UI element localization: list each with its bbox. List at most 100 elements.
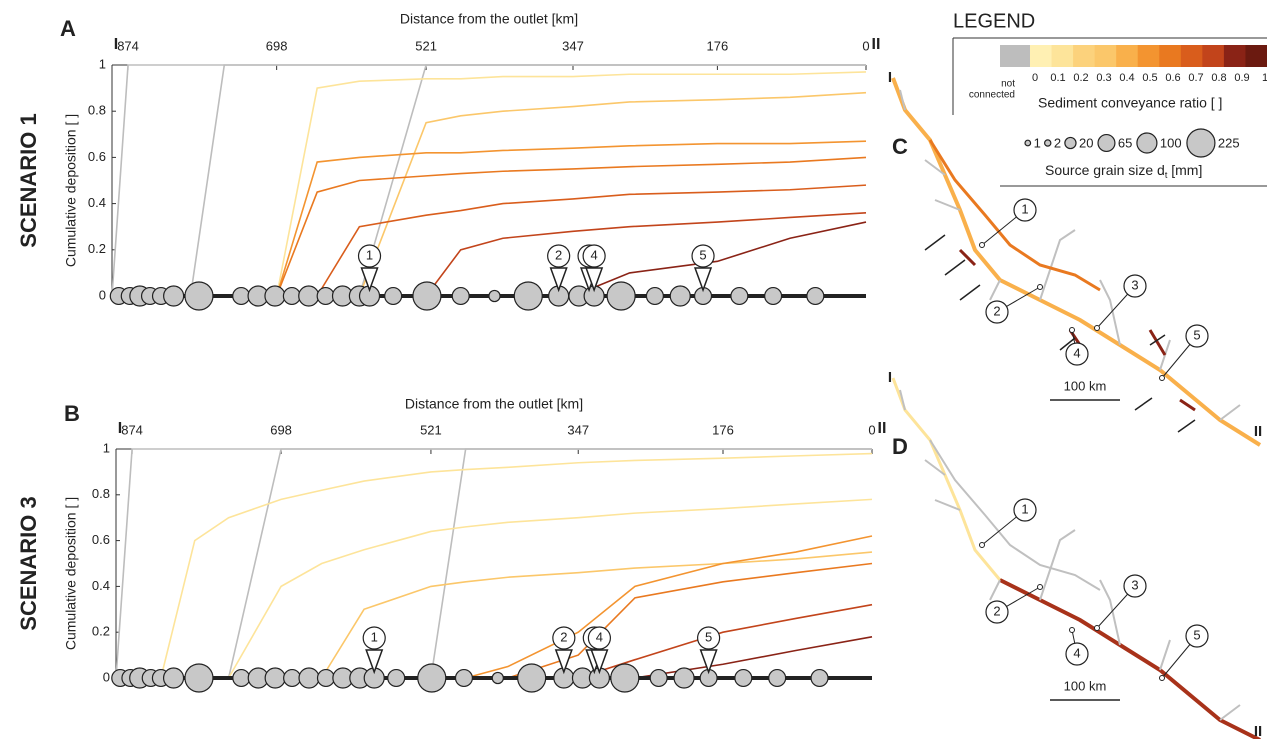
callout-circle: [1065, 342, 1089, 366]
callout-point: [1094, 325, 1100, 331]
source: [387, 668, 406, 688]
panel-label: A: [60, 16, 76, 41]
y-tick-label: 0.8: [88, 103, 106, 118]
series-line: [275, 156, 867, 297]
source: [412, 281, 442, 311]
callout-point: [1069, 327, 1075, 333]
y-tick-label: 0: [99, 287, 106, 302]
river: [958, 248, 1196, 412]
callout-point: [1037, 584, 1043, 590]
callout-circle: [1065, 642, 1089, 666]
x-tick-label: 176: [712, 422, 734, 437]
colorbar-cell: [1159, 45, 1182, 67]
source: [649, 668, 668, 688]
source: [298, 285, 320, 307]
source: [451, 286, 470, 306]
size-key: [1186, 128, 1216, 158]
source: [163, 285, 185, 307]
colorbar-tick-label: 0: [1032, 72, 1038, 84]
callout-circle: [1013, 498, 1037, 522]
callout-label: 1: [366, 247, 373, 262]
colorbar-cell: [1030, 45, 1053, 67]
series-line: [577, 603, 873, 679]
scale-label: 100 km: [1064, 378, 1107, 393]
callout-label: 4: [1073, 645, 1080, 660]
x-tick-label: 0: [868, 422, 875, 437]
callout-label: 5: [705, 629, 712, 644]
series-line: [358, 64, 866, 297]
callout-point: [1159, 675, 1165, 681]
callout-label: 4: [1073, 345, 1080, 360]
x-tick-label: 874: [121, 422, 143, 437]
source: [610, 663, 640, 693]
callout-circle: [985, 300, 1009, 324]
size-label-part: t: [1165, 170, 1168, 180]
series-line: [465, 535, 873, 679]
source: [454, 668, 473, 688]
axis-end-label: I: [118, 420, 122, 437]
callout-circle: [1185, 624, 1209, 648]
callout-pointer: [585, 267, 604, 293]
source: [645, 286, 664, 306]
y-tick-label: 0.4: [88, 195, 106, 210]
callout-pointer: [590, 649, 609, 675]
series-line: [111, 64, 866, 297]
source: [232, 286, 251, 306]
source: [669, 285, 691, 307]
size-key: [1043, 139, 1052, 147]
source: [264, 667, 286, 689]
source: [673, 667, 695, 689]
callout-pointer: [699, 649, 718, 675]
series-line: [115, 448, 872, 679]
source: [730, 286, 749, 306]
panel-label: B: [64, 401, 80, 426]
source: [298, 667, 320, 689]
x-tick-label: 347: [567, 422, 589, 437]
y-axis-title: Cumulative deposition [ ]: [63, 114, 79, 267]
callout-circle: [1013, 198, 1037, 222]
colorbar-tick-label: 0.5: [1142, 72, 1157, 84]
callout-pointer: [693, 267, 713, 293]
x-tick-label: 874: [117, 38, 139, 53]
x-axis-title: Distance from the outlet [km]: [405, 396, 583, 412]
callout-point: [1159, 375, 1165, 381]
callout-label: 1: [1021, 501, 1028, 516]
callout-circle: [362, 626, 386, 650]
callout-circle: [582, 244, 606, 268]
colorbar-cell: [1051, 45, 1074, 67]
panel-label: C: [892, 134, 908, 159]
callout-label: 1: [371, 629, 378, 644]
series-line: [321, 551, 873, 679]
size-key-label: 1: [1034, 135, 1041, 150]
series-line: [358, 91, 867, 297]
x-tick-label: 698: [270, 422, 292, 437]
colorbar-cell: [1202, 45, 1225, 67]
y-tick-label: 0.8: [92, 486, 110, 501]
source: [806, 286, 825, 306]
callout-circle: [697, 626, 721, 650]
not-connected-label: connected: [969, 90, 1015, 101]
map-end-label: I: [888, 69, 892, 86]
size-key: [1097, 133, 1116, 153]
x-tick-label: 0: [862, 38, 869, 53]
callout-label: 3: [1131, 577, 1138, 592]
tributary: [899, 389, 1241, 721]
axis-end-label: I: [114, 36, 118, 53]
series-line: [227, 498, 873, 679]
y-tick-label: 0.6: [92, 532, 110, 547]
y-tick-label: 0.6: [88, 149, 106, 164]
source: [491, 671, 504, 685]
callout-circle: [985, 600, 1009, 624]
source: [184, 663, 214, 693]
map-end-label: II: [1254, 423, 1262, 440]
callout-point: [979, 542, 985, 548]
axis-end-label: II: [872, 36, 881, 53]
callout-circle: [1123, 574, 1147, 598]
x-tick-label: 521: [420, 422, 442, 437]
y-tick-label: 1: [103, 440, 110, 455]
callout-label: 2: [555, 247, 562, 262]
colorbar-cell: [1137, 45, 1160, 67]
arrow: [924, 234, 1196, 433]
